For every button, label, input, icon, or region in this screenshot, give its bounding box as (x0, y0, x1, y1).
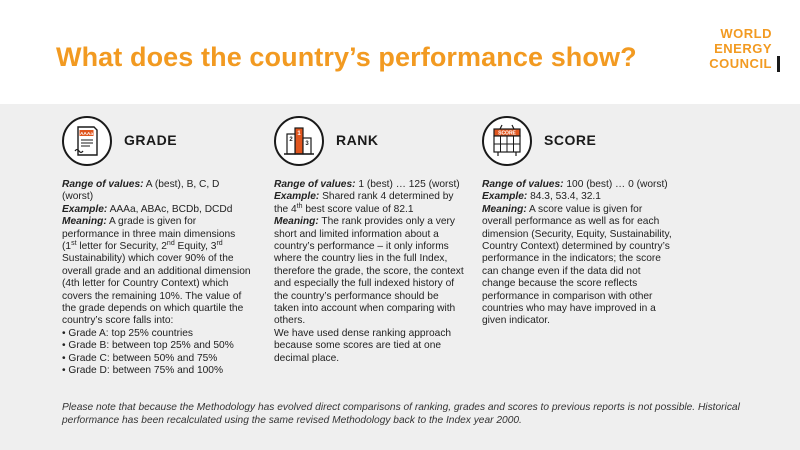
rank-example-value-2: best score value of 82.1 (302, 203, 414, 215)
grade-bullet-b: Grade B: between top 25% and 50% (62, 340, 252, 352)
rank-title: RANK (336, 132, 379, 148)
podium-first-label: 1 (297, 131, 301, 137)
rank-header: 1 2 3 RANK (274, 116, 464, 174)
score-meaning-label: Meaning: (482, 203, 527, 215)
logo-word-energy: ENERGY (714, 41, 772, 56)
rank-example-value-1: Shared rank 4 determined by the 4 (274, 191, 454, 215)
scoreboard-icon: SCORE (482, 116, 532, 166)
grade-title: GRADE (124, 132, 178, 148)
rank-meaning-value: The rank provides only a very short and … (274, 216, 464, 327)
score-icon-text: SCORE (498, 131, 516, 137)
logo-word-world: WORLD (720, 26, 772, 41)
podium-third-label: 3 (305, 141, 309, 147)
score-example-label: Example: (482, 191, 528, 203)
grade-document-icon: AAAa (62, 116, 112, 166)
grade-range-value: A (best), B, C, D (worst) (62, 179, 220, 203)
score-example-value: 84.3, 53.4, 32.1 (527, 191, 601, 203)
sup-th: th (296, 202, 303, 210)
grade-bullet-d: Grade D: between 75% and 100% (62, 365, 252, 377)
grade-header: AAAa GRADE (62, 116, 252, 174)
rank-body: Range of values: 1 (best) … 125 (worst) … (274, 179, 464, 365)
podium-second-label: 2 (289, 137, 293, 143)
grade-icon-text: AAAa (80, 131, 93, 137)
score-range-value: 100 (best) … 0 (worst) (563, 179, 668, 190)
sup-rd: rd (216, 240, 223, 248)
world-energy-council-logo: WORLD ENERGY COUNCIL (700, 26, 780, 72)
score-header: SCORE SCORE (482, 116, 672, 174)
score-body: Range of values: 100 (best) … 0 (worst) … (482, 179, 672, 328)
score-range-label: Range of values: (482, 179, 564, 190)
rank-range-label: Range of values: (274, 179, 356, 190)
rank-example-label: Example: (274, 191, 320, 203)
logo-bar (777, 56, 780, 72)
grade-section: AAAa GRADE Range of values: A (best), B,… (62, 116, 252, 378)
grade-meaning-part-4: Sustainability) which cover 90% of the o… (62, 253, 251, 327)
grade-example-value: AAAa, ABAc, BCDb, DCDd (107, 203, 233, 215)
rank-note: We have used dense ranking approach beca… (274, 327, 452, 364)
score-section: SCORE SCORE Range of values: 100 (best) … (482, 116, 672, 328)
grade-body: Range of values: A (best), B, C, D (wors… (62, 179, 252, 378)
score-title: SCORE (544, 132, 597, 148)
sup-nd: nd (166, 240, 175, 248)
rank-meaning-label: Meaning: (274, 216, 319, 228)
rank-range-value: 1 (best) … 125 (worst) (355, 179, 460, 190)
score-meaning-value: A score value is given for overall perfo… (482, 203, 672, 327)
grade-meaning-part-2: letter for Security, 2 (76, 241, 167, 253)
grade-bullet-a: Grade A: top 25% countries (62, 328, 252, 340)
grade-example-label: Example: (62, 203, 108, 215)
sup-st: st (71, 240, 77, 248)
grade-bullet-list: Grade A: top 25% countries Grade B: betw… (62, 328, 252, 378)
grade-range-label: Range of values: (62, 179, 144, 190)
grade-meaning-part-1: A grade is given for performance in thre… (62, 216, 236, 253)
grade-meaning-label: Meaning: (62, 216, 107, 228)
logo-word-council: COUNCIL (709, 56, 772, 71)
podium-icon: 1 2 3 (274, 116, 324, 166)
grade-bullet-c: Grade C: between 50% and 75% (62, 353, 252, 365)
page-title: What does the country’s performance show… (56, 42, 637, 72)
grade-meaning-part-3: Equity, 3 (174, 241, 217, 253)
methodology-footnote: Please note that because the Methodology… (62, 402, 740, 426)
header: What does the country’s performance show… (0, 0, 800, 104)
rank-section: 1 2 3 RANK Range of values: 1 (best) … 1… (274, 116, 464, 365)
